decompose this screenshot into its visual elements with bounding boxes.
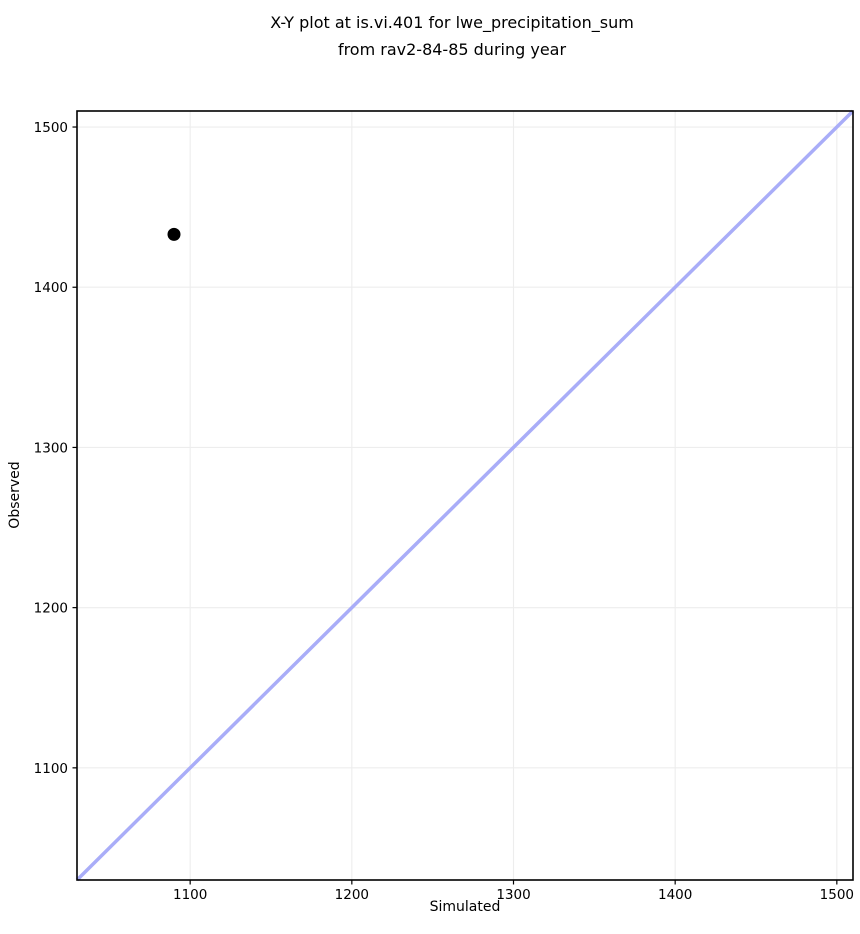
chart-title: X-Y plot at is.vi.401 for lwe_precipitat… xyxy=(270,13,634,59)
x-tick-label: 1300 xyxy=(496,887,530,903)
y-tick-label: 1400 xyxy=(34,280,68,296)
axes-spines xyxy=(76,110,854,881)
x-tick-label: 1100 xyxy=(173,887,207,903)
x-tick-label: 1400 xyxy=(658,887,692,903)
y-tick-label: 1200 xyxy=(34,601,68,617)
x-tick-label: 1200 xyxy=(335,887,369,903)
y-tick-label: 1100 xyxy=(34,761,68,777)
x-axis-label: Simulated xyxy=(429,899,501,915)
data-point xyxy=(167,227,181,241)
y-tick-label: 1300 xyxy=(34,440,68,456)
identity-line xyxy=(75,109,855,882)
y-tick-label: 1500 xyxy=(34,120,68,136)
x-tick-label: 1500 xyxy=(820,887,854,903)
